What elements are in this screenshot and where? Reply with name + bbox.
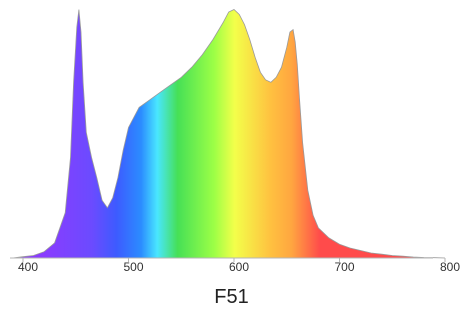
x-tick-label: 700	[334, 260, 354, 274]
x-axis-ticks: 400 500 600 700 800	[18, 258, 460, 274]
plot-area	[12, 9, 446, 259]
x-tick-label: 600	[229, 260, 249, 274]
x-tick-label: 400	[18, 260, 38, 274]
x-tick-label: 500	[123, 260, 143, 274]
x-tick-label: 800	[440, 260, 460, 274]
spectrum-outline	[12, 9, 446, 259]
spectrum-area	[12, 9, 445, 258]
chart-caption: F51	[214, 286, 249, 308]
